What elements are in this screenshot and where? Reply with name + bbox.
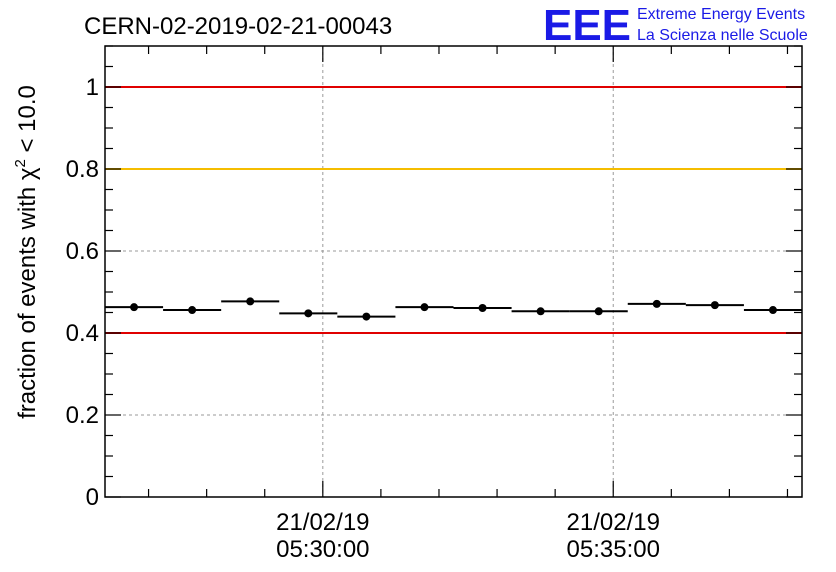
marker-6 <box>478 303 487 312</box>
eee-logo: EEE Extreme Energy Events La Scienza nel… <box>543 1 808 50</box>
marker-5 <box>420 303 429 312</box>
reference-lines <box>105 86 802 334</box>
y-axis-label: fraction of events with χ2 < 10.0 <box>12 85 41 419</box>
y-tick-label-4: 0.8 <box>66 156 99 183</box>
logo-line-1: Extreme Energy Events <box>637 6 805 23</box>
plot-frame <box>104 45 803 498</box>
axis-ticks <box>105 45 802 498</box>
logo-line-2: La Scienza nelle Scuole <box>637 27 808 44</box>
data-points <box>105 297 802 321</box>
data-point-11 <box>743 306 802 315</box>
data-point-9 <box>627 299 686 308</box>
y-axis-label-main: fraction of events with χ <box>14 167 41 419</box>
x-tick-time-0: 05:30:00 <box>276 536 369 563</box>
data-point-1 <box>163 306 222 315</box>
marker-9 <box>652 299 661 308</box>
logo-mark: EEE <box>543 1 631 50</box>
data-point-5 <box>395 303 454 312</box>
y-axis-label-superscript: 2 <box>12 159 29 167</box>
data-point-10 <box>685 301 744 310</box>
marker-8 <box>594 307 603 316</box>
marker-2 <box>246 297 255 306</box>
y-tick-label-0: 0 <box>86 484 99 511</box>
data-point-3 <box>279 309 338 318</box>
data-point-4 <box>337 312 396 321</box>
data-point-7 <box>511 307 570 316</box>
y-tick-label-5: 1 <box>86 74 99 101</box>
marker-10 <box>710 301 719 310</box>
marker-4 <box>362 312 371 321</box>
chart-title: CERN-02-2019-02-21-00043 <box>84 13 392 40</box>
grid-lines <box>105 46 802 497</box>
data-point-2 <box>221 297 280 306</box>
data-point-8 <box>569 307 628 316</box>
data-point-6 <box>453 303 512 312</box>
marker-1 <box>188 306 197 315</box>
x-tick-time-1: 05:35:00 <box>567 536 660 563</box>
marker-0 <box>130 303 139 312</box>
y-axis-label-rest: < 10.0 <box>14 85 41 159</box>
marker-3 <box>304 309 313 318</box>
y-tick-label-3: 0.6 <box>66 238 99 265</box>
y-tick-label-2: 0.4 <box>66 320 99 347</box>
x-tick-date-1: 21/02/19 <box>567 509 660 536</box>
marker-11 <box>768 306 777 315</box>
y-tick-label-1: 0.2 <box>66 402 99 429</box>
data-point-0 <box>105 303 164 312</box>
marker-7 <box>536 307 545 316</box>
x-tick-date-0: 21/02/19 <box>276 509 369 536</box>
y-tick-labels: 0 0.2 0.4 0.6 0.8 1 <box>66 74 99 511</box>
